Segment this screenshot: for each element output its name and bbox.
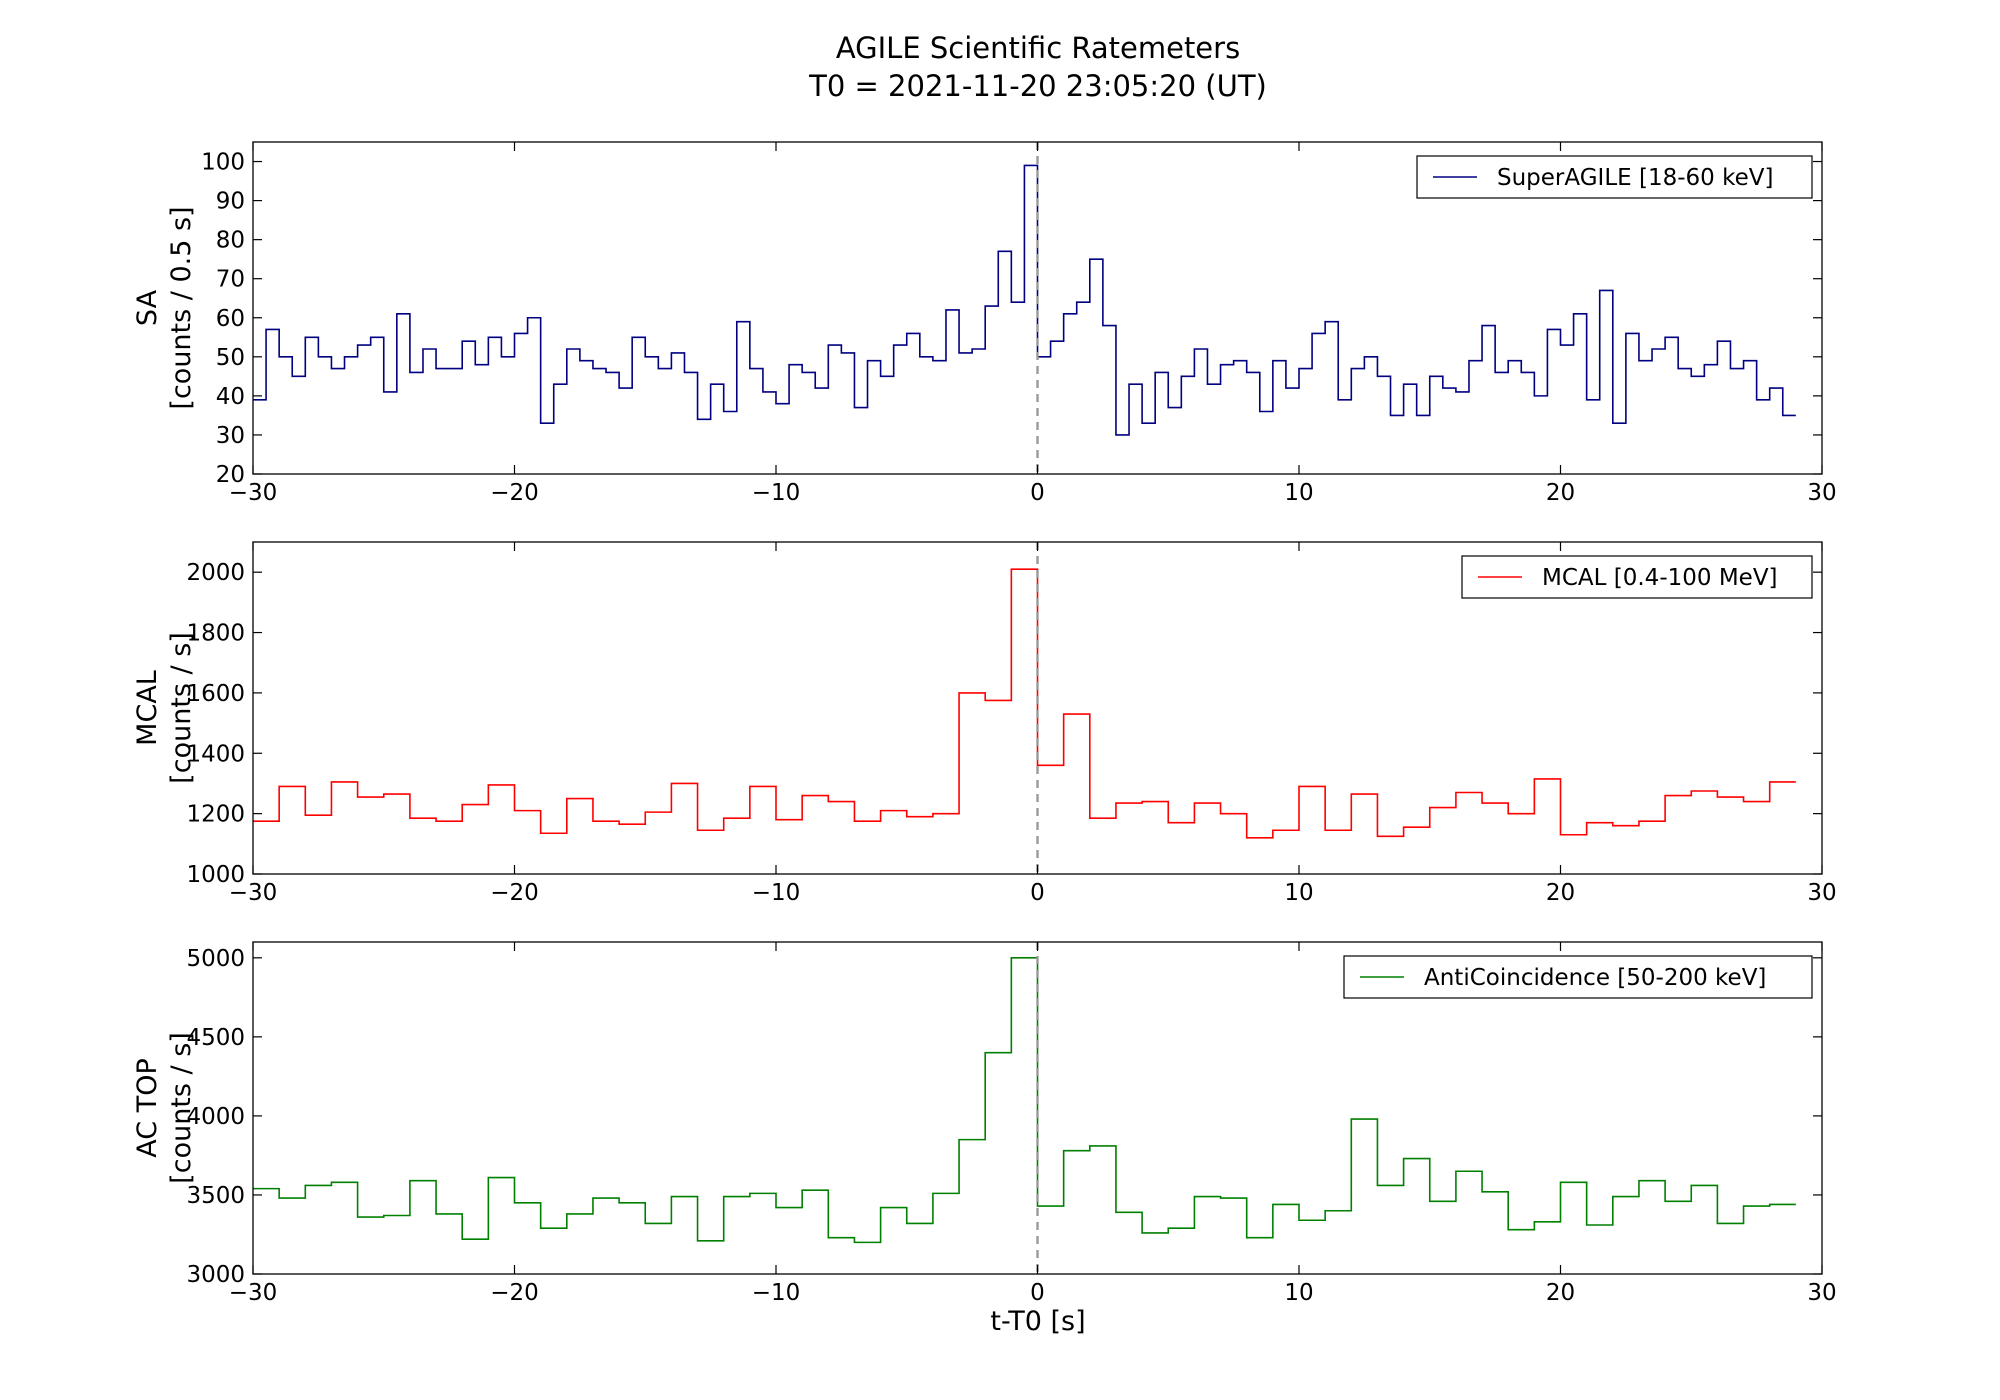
y-axis-unit-label: [counts / s] [166, 632, 197, 784]
x-tick-label: 30 [1807, 1280, 1836, 1306]
y-tick-label: 5000 [186, 946, 245, 972]
y-axis-label: SA [132, 289, 163, 326]
legend-entry: SuperAGILE [18-60 keV] [1497, 165, 1773, 191]
x-tick-label: 0 [1030, 480, 1045, 506]
legend: SuperAGILE [18-60 keV] [1416, 155, 1813, 199]
y-tick-label: 1200 [186, 802, 245, 828]
x-tick-label: −10 [752, 480, 801, 506]
y-tick-label: 1000 [186, 862, 245, 888]
x-tick-label: −30 [229, 1280, 278, 1306]
x-tick-label: −30 [229, 880, 278, 906]
y-tick-label: 60 [216, 306, 245, 332]
series-line [253, 568, 1796, 839]
y-tick-label: 30 [216, 423, 245, 449]
legend: MCAL [0.4-100 MeV] [1461, 555, 1813, 599]
y-tick-label: 3000 [186, 1262, 245, 1288]
x-tick-label: −30 [229, 480, 278, 506]
x-tick-label: 0 [1030, 1280, 1045, 1306]
y-tick-label: 80 [216, 228, 245, 254]
x-tick-label: 10 [1284, 480, 1313, 506]
y-axis-label: MCAL [132, 670, 163, 746]
x-tick-label: −10 [752, 880, 801, 906]
y-tick-label: 4000 [186, 1104, 245, 1130]
x-tick-label: 10 [1284, 1280, 1313, 1306]
series-line [253, 164, 1796, 436]
x-tick-label: 10 [1284, 880, 1313, 906]
legend-entry: MCAL [0.4-100 MeV] [1542, 565, 1778, 591]
legend-entry: AntiCoincidence [50-200 keV] [1424, 965, 1766, 991]
ac-top-panel: −30 −20 −10 0 10 20 30 3000 3500 4000 4500 5000 AC T… [132, 941, 1837, 1306]
x-tick-label: −20 [490, 480, 539, 506]
y-axis-label: AC TOP [132, 1058, 163, 1157]
x-tick-label: −10 [752, 1280, 801, 1306]
y-axis-unit-label: [counts / s] [166, 1032, 197, 1184]
y-tick-label: 4500 [186, 1025, 245, 1051]
y-tick-label: 40 [216, 384, 245, 410]
y-tick-label: 50 [216, 345, 245, 371]
x-tick-label: 20 [1546, 1280, 1575, 1306]
sa-panel: −30 −20 −10 0 10 20 30 20 30 40 50 60 70 80 90 100 SA [co… [132, 141, 1837, 506]
series-line [253, 957, 1796, 1244]
y-tick-label: 20 [216, 462, 245, 488]
x-tick-label: 20 [1546, 480, 1575, 506]
x-tick-label: 0 [1030, 880, 1045, 906]
x-axis-label: t-T0 [s] [990, 1306, 1085, 1337]
y-tick-label: 1800 [186, 621, 245, 647]
y-tick-label: 1600 [186, 681, 245, 707]
figure-title-line1: AGILE Scientific Ratemeters [836, 31, 1240, 65]
y-tick-label: 2000 [186, 560, 245, 586]
mcal-panel: −30 −20 −10 0 10 20 30 1000 1200 1400 1600 1800 2000… [132, 541, 1837, 906]
x-tick-label: −20 [490, 1280, 539, 1306]
y-tick-label: 3500 [186, 1183, 245, 1209]
x-tick-label: 30 [1807, 480, 1836, 506]
legend: AntiCoincidence [50-200 keV] [1343, 955, 1813, 999]
x-tick-label: 30 [1807, 880, 1836, 906]
y-tick-label: 100 [201, 150, 245, 176]
figure-title-line2: T0 = 2021-11-20 23:05:20 (UT) [808, 69, 1267, 103]
x-tick-label: 20 [1546, 880, 1575, 906]
y-tick-label: 90 [216, 189, 245, 215]
x-tick-label: −20 [490, 880, 539, 906]
y-tick-label: 1400 [186, 741, 245, 767]
y-axis-unit-label: [counts / 0.5 s] [166, 206, 197, 409]
y-tick-label: 70 [216, 267, 245, 293]
